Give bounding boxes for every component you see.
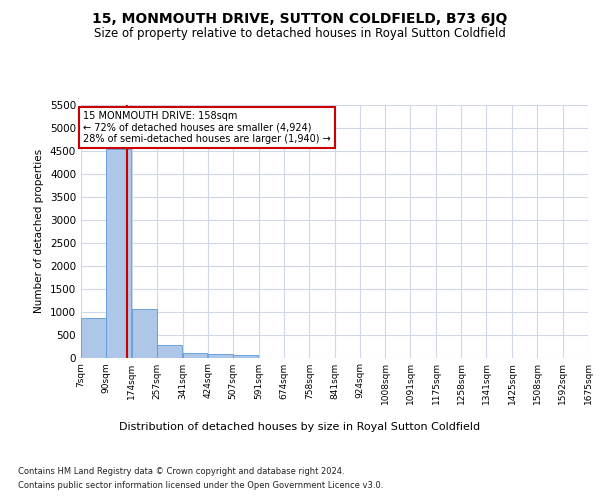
Bar [233,355,258,358]
Text: Size of property relative to detached houses in Royal Sutton Coldfield: Size of property relative to detached ho… [94,28,506,40]
Bar [208,354,233,358]
Bar [81,318,106,358]
Text: 15, MONMOUTH DRIVE, SUTTON COLDFIELD, B73 6JQ: 15, MONMOUTH DRIVE, SUTTON COLDFIELD, B7… [92,12,508,26]
Bar [132,309,157,358]
Text: Contains public sector information licensed under the Open Government Licence v3: Contains public sector information licen… [18,481,383,490]
Y-axis label: Number of detached properties: Number of detached properties [34,149,44,314]
Bar [183,353,208,358]
Text: 15 MONMOUTH DRIVE: 158sqm
← 72% of detached houses are smaller (4,924)
28% of se: 15 MONMOUTH DRIVE: 158sqm ← 72% of detac… [83,111,331,144]
Text: Distribution of detached houses by size in Royal Sutton Coldfield: Distribution of detached houses by size … [119,422,481,432]
Bar [106,148,131,358]
Text: Contains HM Land Registry data © Crown copyright and database right 2024.: Contains HM Land Registry data © Crown c… [18,468,344,476]
Bar [157,345,182,358]
